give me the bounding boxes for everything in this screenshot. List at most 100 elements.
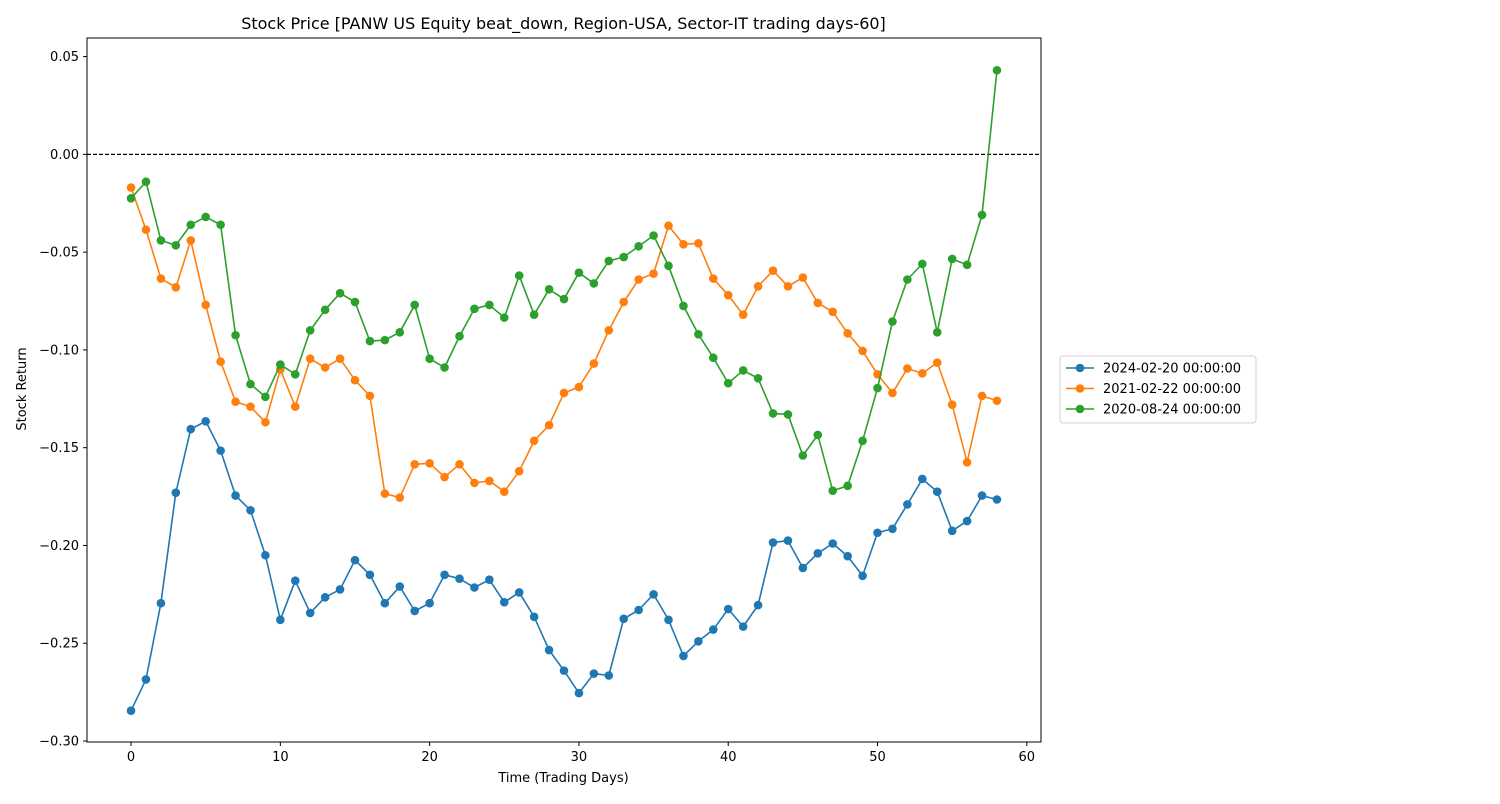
data-point [335, 585, 345, 594]
data-point [201, 212, 210, 222]
data-point [320, 592, 330, 602]
data-point [216, 446, 225, 455]
data-point [499, 487, 509, 496]
data-point [246, 505, 255, 515]
data-point [798, 451, 808, 460]
data-point [783, 536, 793, 545]
data-point [529, 310, 539, 320]
data-point [141, 675, 151, 684]
data-point [380, 489, 390, 498]
data-point [843, 551, 852, 561]
data-point [992, 495, 1002, 504]
data-point [455, 460, 464, 469]
data-point [753, 600, 763, 610]
data-point [395, 493, 405, 502]
x-tick-label: 10 [272, 750, 289, 765]
x-tick-label: 20 [421, 750, 438, 765]
data-point [738, 366, 748, 375]
data-point [903, 275, 912, 284]
data-point [679, 651, 688, 661]
y-tick-label: −0.10 [39, 343, 79, 358]
data-point [813, 298, 823, 308]
data-point [335, 354, 345, 364]
data-point [723, 290, 733, 300]
data-point [425, 354, 434, 364]
x-tick-label: 50 [869, 750, 886, 765]
data-point [962, 516, 972, 526]
data-point [365, 336, 375, 346]
data-point [574, 268, 584, 277]
data-point [932, 487, 942, 496]
data-point [305, 354, 315, 364]
data-point [918, 474, 927, 484]
data-point [231, 491, 240, 500]
data-point [634, 241, 643, 251]
data-point [156, 236, 166, 245]
legend-item: 2020-08-24 00:00:00 [1066, 403, 1241, 418]
data-point [888, 388, 897, 398]
y-tick-label: −0.25 [39, 637, 79, 652]
data-point [201, 300, 210, 310]
data-point [947, 526, 957, 536]
data-point [753, 373, 763, 383]
data-point [485, 575, 494, 584]
data-point [619, 614, 629, 624]
data-point [843, 328, 852, 338]
data-point [365, 570, 375, 580]
data-point [589, 669, 599, 678]
data-point [335, 288, 345, 298]
legend-item: 2021-02-22 00:00:00 [1066, 382, 1241, 397]
data-point [395, 328, 405, 337]
data-point [679, 301, 688, 311]
data-point [723, 378, 733, 388]
data-point [320, 305, 330, 315]
data-point [216, 220, 225, 230]
data-point [947, 400, 957, 409]
data-point [738, 622, 748, 631]
data-point [514, 588, 524, 597]
data-point [694, 239, 703, 248]
data-point [201, 416, 210, 426]
data-point [410, 606, 420, 616]
data-point [216, 357, 225, 366]
data-point [708, 353, 718, 363]
y-axis-label: Stock Return [15, 347, 30, 430]
legend-label: 2020-08-24 00:00:00 [1103, 403, 1241, 418]
data-point [425, 598, 434, 608]
data-point [410, 460, 420, 469]
x-axis-label: Time (Trading Days) [497, 771, 628, 786]
data-point [290, 370, 300, 379]
data-point [455, 331, 464, 341]
data-point [276, 360, 285, 369]
data-point [783, 410, 793, 419]
data-point [813, 430, 823, 440]
legend-item: 2024-02-20 00:00:00 [1066, 362, 1241, 377]
data-point [947, 254, 957, 264]
data-point [918, 259, 927, 269]
data-point [918, 369, 927, 378]
plot-area: 0 10 20 30 40 50 60 −0.30 −0.25 −0.20 −0.15 −0.10 −0… [39, 37, 1042, 765]
data-point [544, 645, 554, 655]
data-point [574, 688, 584, 698]
data-point [977, 391, 987, 401]
data-point [634, 275, 643, 284]
data-point [305, 326, 315, 335]
data-point [783, 282, 793, 291]
data-point [559, 666, 569, 675]
data-point [380, 598, 390, 608]
data-point [962, 458, 972, 467]
data-point [858, 436, 867, 446]
data-point [231, 330, 240, 340]
data-point [932, 328, 942, 337]
data-point [977, 491, 987, 500]
data-point [395, 582, 405, 591]
data-point [694, 329, 703, 339]
data-point [664, 615, 673, 625]
series-1 [126, 416, 1002, 716]
data-point [559, 388, 569, 398]
data-point [679, 240, 688, 249]
data-point [246, 379, 255, 389]
series-2 [126, 183, 1002, 502]
y-tick-label: −0.15 [39, 441, 79, 456]
